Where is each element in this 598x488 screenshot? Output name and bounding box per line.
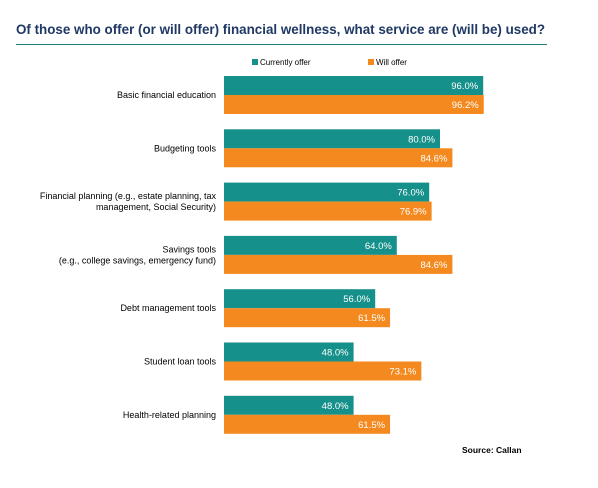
legend-label-1: Will offer <box>376 58 407 67</box>
bar-currently-5 <box>224 342 354 362</box>
category-label-4: Debt management tools <box>120 303 216 313</box>
bar-currently-4 <box>224 289 376 309</box>
bar-will-1 <box>224 148 453 168</box>
category-label-2-line-0: Financial planning (e.g., estate plannin… <box>40 191 217 201</box>
source-note: Source: Callan <box>462 445 522 455</box>
bar-will-5 <box>224 361 422 381</box>
data-label-will-1: 84.6% <box>420 153 447 164</box>
legend-swatch-1 <box>368 59 374 65</box>
bar-will-3 <box>224 254 453 274</box>
bar-will-4 <box>224 308 391 328</box>
title-divider <box>16 44 547 45</box>
bar-will-0 <box>224 95 484 114</box>
data-label-will-2: 76.9% <box>400 207 427 218</box>
bar-will-2 <box>224 201 432 221</box>
bar-currently-6 <box>224 395 354 415</box>
bar-will-6 <box>224 414 391 434</box>
bar-currently-2 <box>224 182 430 202</box>
category-label-3-line-1: (e.g., college savings, emergency fund) <box>59 255 216 265</box>
legend-swatch-0 <box>252 59 258 65</box>
category-label-5: Student loan tools <box>144 357 217 367</box>
data-label-currently-2: 76.0% <box>397 188 424 199</box>
chart-title: Of those who offer (or will offer) finan… <box>16 22 546 37</box>
data-label-currently-4: 56.0% <box>343 294 370 305</box>
data-label-will-5: 73.1% <box>389 367 416 378</box>
bar-currently-1 <box>224 129 440 149</box>
data-label-currently-6: 48.0% <box>322 401 349 412</box>
bar-currently-0 <box>224 76 484 95</box>
data-label-currently-5: 48.0% <box>322 348 349 359</box>
data-label-will-4: 61.5% <box>358 313 385 324</box>
category-label-0: Basic financial education <box>117 90 216 100</box>
category-label-3-line-0: Savings tools <box>162 244 216 254</box>
chart-legend: Currently offer Will offer <box>252 58 407 67</box>
data-label-will-6: 61.5% <box>358 420 385 431</box>
category-label-6: Health-related planning <box>123 410 216 420</box>
data-label-currently-3: 64.0% <box>365 241 392 252</box>
data-label-will-0: 96.2% <box>452 100 479 111</box>
category-label-2-line-1: management, Social Security) <box>96 202 216 212</box>
category-label-1: Budgeting tools <box>154 143 217 153</box>
data-label-currently-1: 80.0% <box>408 134 435 145</box>
category-labels: Basic financial education Budgeting tools… <box>40 90 217 420</box>
bar-group: 96.0% 96.2% 80.0% 84.6% 76.0% 76.9% 64.0% 84.6%… <box>224 76 484 434</box>
data-label-will-3: 84.6% <box>420 260 447 271</box>
data-label-currently-0: 96.0% <box>451 81 478 92</box>
legend-label-0: Currently offer <box>260 58 311 67</box>
bar-currently-3 <box>224 235 397 255</box>
